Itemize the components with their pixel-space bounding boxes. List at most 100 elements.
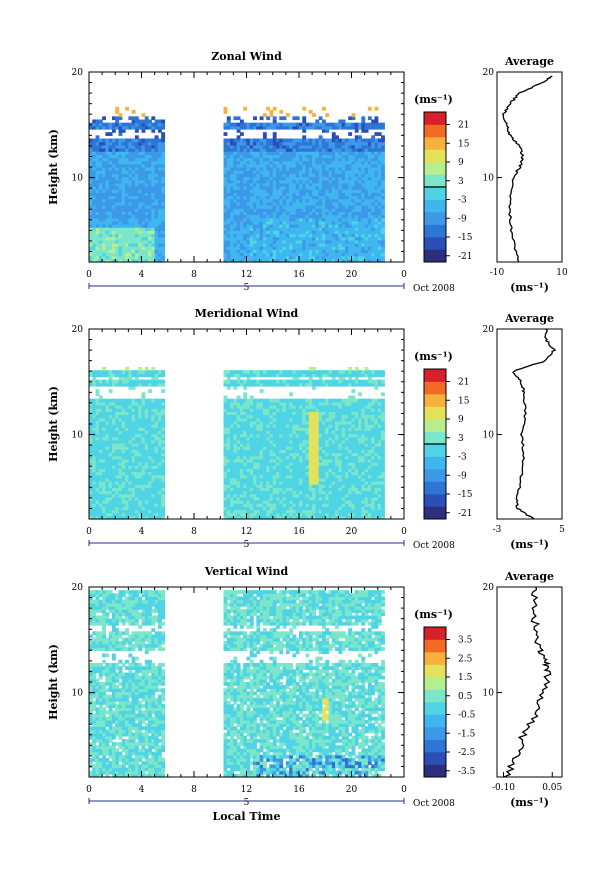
- heatmap-cell: [348, 148, 353, 152]
- heatmap-cell: [249, 395, 254, 400]
- heatmap-cell: [253, 436, 257, 441]
- heatmap-cell: [276, 493, 280, 498]
- heatmap-cell: [374, 154, 379, 159]
- heatmap-cell: [295, 195, 300, 200]
- heatmap-cell: [157, 477, 162, 482]
- heatmap-cell: [157, 144, 162, 149]
- heatmap-cell: [269, 163, 274, 168]
- heatmap-cell: [236, 125, 241, 130]
- heatmap-cell: [148, 208, 152, 212]
- heatmap-cell: [312, 160, 317, 165]
- heatmap-cell: [315, 141, 320, 146]
- heatmap-cell: [282, 182, 287, 187]
- heatmap-cell: [131, 141, 136, 146]
- heatmap-cell: [151, 458, 156, 463]
- heatmap-cell: [377, 138, 382, 143]
- heatmap-cell: [358, 211, 362, 216]
- heatmap-cell: [295, 160, 300, 165]
- heatmap-cell: [344, 141, 349, 146]
- heatmap-cell: [108, 503, 113, 507]
- heatmap-cell: [367, 198, 372, 203]
- heatmap-cell: [118, 255, 123, 260]
- heatmap-cell: [358, 176, 362, 181]
- heatmap-cell: [266, 214, 271, 219]
- heatmap-cell: [312, 243, 317, 247]
- heatmap-cell: [239, 420, 244, 425]
- heatmap-cell: [377, 214, 382, 219]
- heatmap-cell: [243, 417, 248, 422]
- heatmap-cell: [266, 227, 271, 231]
- heatmap-cell: [154, 186, 159, 190]
- heatmap-cell: [259, 122, 264, 127]
- heatmap-cell: [105, 141, 110, 146]
- heatmap-cell: [308, 198, 313, 203]
- heatmap-cell: [246, 455, 251, 460]
- heatmap-cell: [312, 173, 317, 178]
- heatmap-cell: [239, 443, 244, 447]
- heatmap-cell: [95, 214, 100, 219]
- heatmap-cell: [272, 239, 277, 244]
- heatmap-cell: [226, 217, 231, 222]
- heatmap-cell: [121, 417, 126, 422]
- heatmap-cell: [108, 138, 113, 143]
- heatmap-cell: [341, 195, 346, 200]
- heatmap-cell: [131, 214, 136, 219]
- heatmap-cell: [89, 477, 93, 482]
- heatmap-cell: [233, 163, 238, 168]
- heatmap-cell: [138, 258, 143, 263]
- heatmap-cell: [144, 373, 149, 378]
- heatmap-cell: [243, 141, 248, 146]
- heatmap-cell: [256, 433, 261, 438]
- heatmap-cell: [325, 205, 330, 209]
- heatmap-cell: [259, 236, 264, 241]
- heatmap-cell: [308, 110, 313, 114]
- heatmap-cell: [233, 452, 238, 457]
- heatmap-cell: [138, 439, 143, 444]
- heatmap-cell: [269, 195, 274, 200]
- heatmap-cell: [89, 382, 93, 387]
- heatmap-cell: [335, 176, 339, 181]
- heatmap-cell: [246, 192, 251, 197]
- heatmap-cell: [246, 189, 251, 193]
- heatmap-cell: [285, 195, 290, 200]
- heatmap-cell: [262, 170, 267, 174]
- heatmap-cell: [315, 138, 320, 143]
- heatmap-cell: [95, 148, 100, 152]
- heatmap-cell: [351, 198, 356, 203]
- heatmap-cell: [249, 182, 254, 187]
- heatmap-cell: [253, 125, 257, 130]
- heatmap-cell: [157, 512, 162, 517]
- heatmap-cell: [105, 500, 110, 504]
- heatmap-cell: [131, 455, 136, 460]
- heatmap-cell: [148, 471, 152, 476]
- heatmap-cell: [253, 224, 257, 228]
- heatmap-cell: [292, 170, 297, 174]
- heatmap-cell: [308, 243, 313, 247]
- heatmap-cell: [157, 487, 162, 492]
- heatmap-cell: [157, 430, 162, 435]
- heatmap-cell: [253, 220, 257, 225]
- heatmap-cell: [121, 430, 126, 435]
- heatmap-cell: [226, 220, 231, 225]
- heatmap-cell: [95, 246, 100, 250]
- heatmap-cell: [239, 148, 244, 152]
- heatmap-cell: [115, 167, 120, 171]
- heatmap-cell: [105, 179, 110, 184]
- heatmap-cell: [374, 217, 379, 222]
- heatmap-cell: [105, 176, 110, 181]
- heatmap-cell: [134, 515, 139, 520]
- heatmap-cell: [98, 201, 103, 206]
- heatmap-cell: [131, 170, 136, 174]
- heatmap-cell: [98, 458, 103, 463]
- heatmap-cell: [125, 398, 129, 403]
- heatmap-cell: [282, 224, 287, 228]
- heatmap-cell: [276, 252, 280, 257]
- heatmap-cell: [223, 198, 228, 203]
- heatmap-cell: [299, 173, 303, 178]
- heatmap-cell: [131, 160, 136, 165]
- heatmap-cell: [272, 512, 277, 517]
- heatmap-cell: [243, 160, 248, 165]
- heatmap-cell: [371, 192, 376, 197]
- heatmap-cell: [144, 252, 149, 257]
- heatmap-cell: [266, 195, 271, 200]
